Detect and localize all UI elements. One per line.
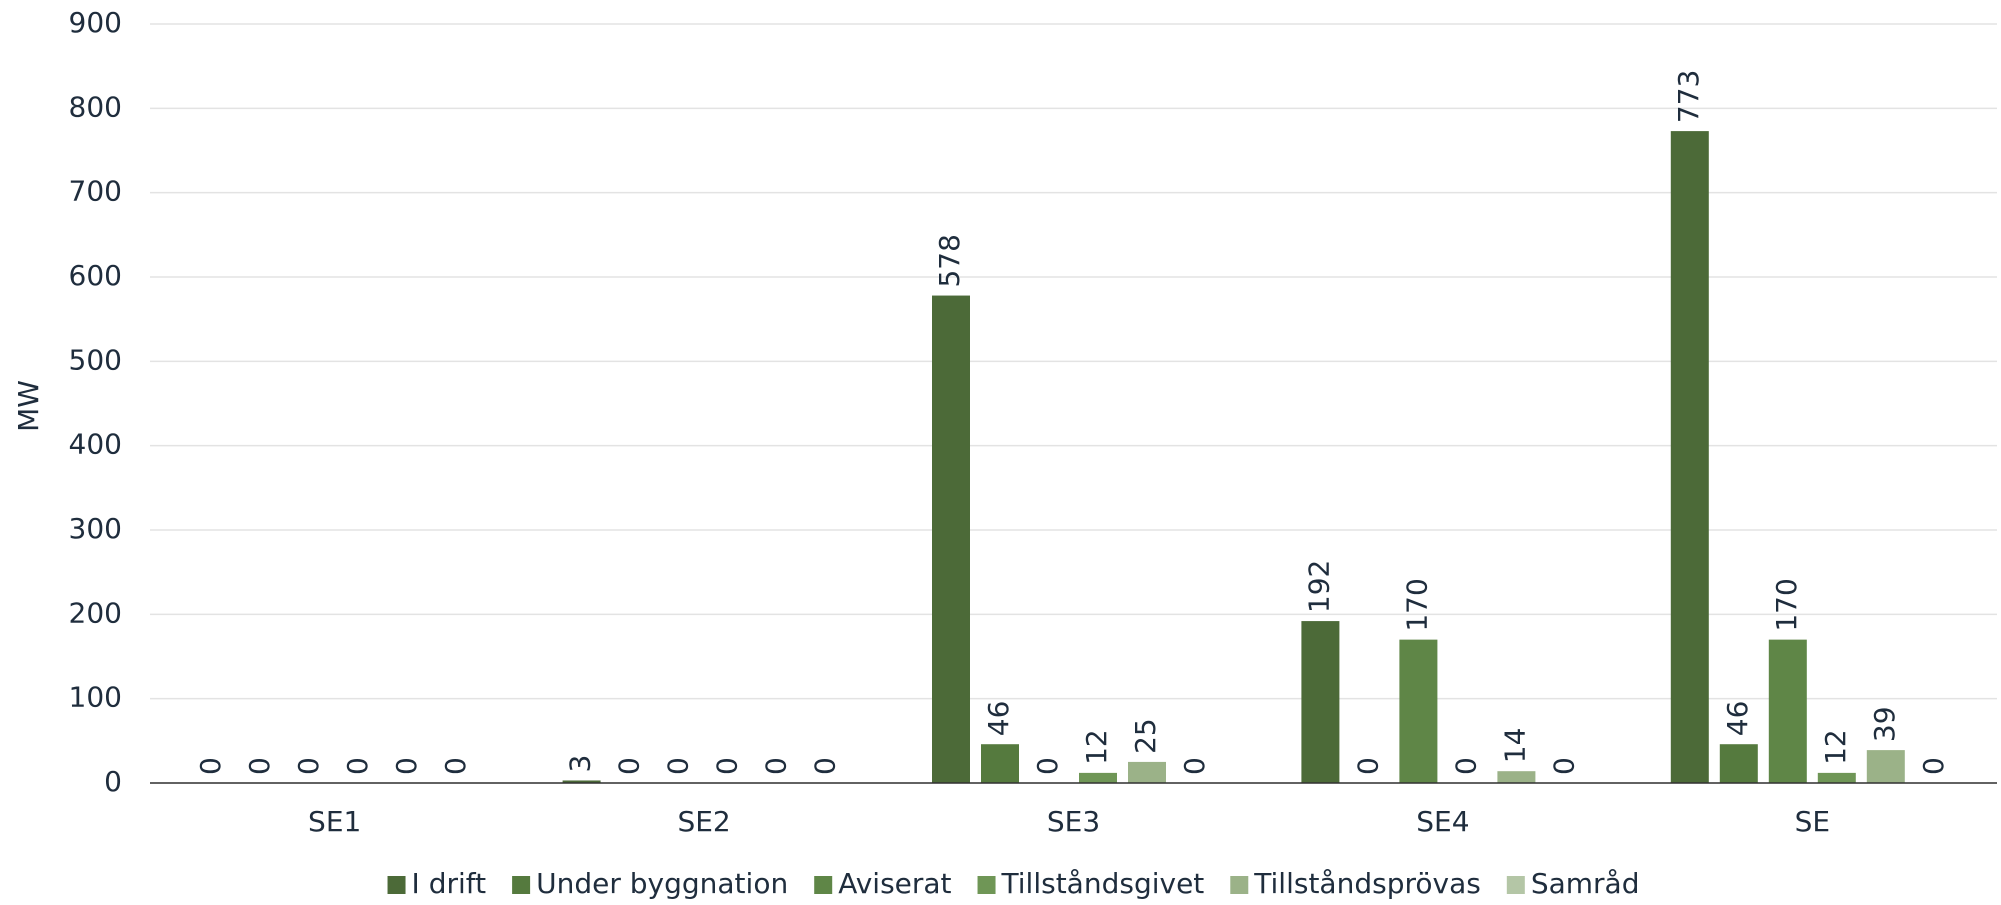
data-label: 192 <box>1302 560 1335 613</box>
legend-label: Tillståndsprövas <box>1253 867 1481 900</box>
data-label: 0 <box>292 757 325 775</box>
bar <box>1399 639 1438 783</box>
legend-swatch <box>1230 876 1249 894</box>
data-label: 0 <box>1547 757 1580 775</box>
data-label: 39 <box>1868 706 1901 742</box>
legend-label: Under byggnation <box>536 867 788 900</box>
bar <box>1768 639 1807 783</box>
data-label: 0 <box>341 757 374 775</box>
data-label: 170 <box>1770 578 1803 631</box>
data-label: 170 <box>1400 578 1433 631</box>
data-label: 46 <box>1721 701 1754 737</box>
data-label: 3 <box>564 755 597 773</box>
y-tick-label: 200 <box>69 596 122 629</box>
data-label: 0 <box>390 757 423 775</box>
data-label: 0 <box>439 757 472 775</box>
data-label: 0 <box>1351 757 1384 775</box>
bar <box>1817 772 1856 783</box>
data-label: 0 <box>1917 757 1950 775</box>
bar <box>1301 621 1340 783</box>
bar <box>1079 772 1117 783</box>
y-tick-label: 500 <box>69 343 122 376</box>
bar <box>1866 750 1905 783</box>
y-tick-label: 100 <box>69 681 122 714</box>
data-label: 0 <box>662 757 695 775</box>
legend: I drift Under byggnation Aviserat Tillstånd… <box>387 867 1640 900</box>
x-tick-label: SE4 <box>1416 805 1469 838</box>
data-label: 0 <box>1031 757 1064 775</box>
legend-swatch <box>814 876 833 894</box>
legend-label: Aviserat <box>838 867 951 900</box>
y-tick-label: 900 <box>69 6 122 39</box>
data-label: 0 <box>1449 757 1482 775</box>
data-label: 0 <box>711 757 744 775</box>
legend-swatch <box>977 876 996 894</box>
bar <box>562 780 601 783</box>
bar <box>932 295 970 783</box>
data-label: 25 <box>1129 718 1162 754</box>
data-label: 0 <box>760 757 793 775</box>
legend-label: I drift <box>412 867 487 900</box>
y-tick-label: 600 <box>69 259 122 292</box>
data-label: 578 <box>933 234 966 287</box>
data-label: 773 <box>1672 70 1705 123</box>
data-label: 46 <box>982 701 1015 737</box>
data-label: 0 <box>243 757 276 775</box>
x-tick-label: SE2 <box>677 805 730 838</box>
data-label: 12 <box>1080 729 1113 765</box>
bar <box>1719 744 1758 783</box>
x-tick-label: SE1 <box>308 805 361 838</box>
legend-swatch <box>387 876 406 894</box>
legend-swatch <box>512 876 531 894</box>
x-tick-label: SE <box>1795 805 1830 838</box>
y-tick-label: 800 <box>69 90 122 123</box>
bar <box>981 744 1019 783</box>
y-tick-label: 400 <box>69 428 122 461</box>
data-label: 12 <box>1819 729 1852 765</box>
data-label: 0 <box>809 757 842 775</box>
y-axis-label: MW <box>12 380 45 432</box>
bar <box>1670 131 1709 783</box>
legend-swatch <box>1506 876 1525 894</box>
bar <box>1128 761 1166 783</box>
y-tick-label: 700 <box>69 175 122 208</box>
legend-label: Samråd <box>1531 867 1640 900</box>
y-tick-label: 300 <box>69 512 122 545</box>
data-label: 0 <box>194 757 227 775</box>
legend-label: Tillståndsgivet <box>1001 867 1205 900</box>
data-label: 0 <box>1178 757 1211 775</box>
bar <box>1497 771 1536 783</box>
x-tick-label: SE3 <box>1047 805 1100 838</box>
y-tick-label: 0 <box>104 765 122 798</box>
data-label: 14 <box>1498 728 1531 764</box>
data-label: 0 <box>613 757 646 775</box>
